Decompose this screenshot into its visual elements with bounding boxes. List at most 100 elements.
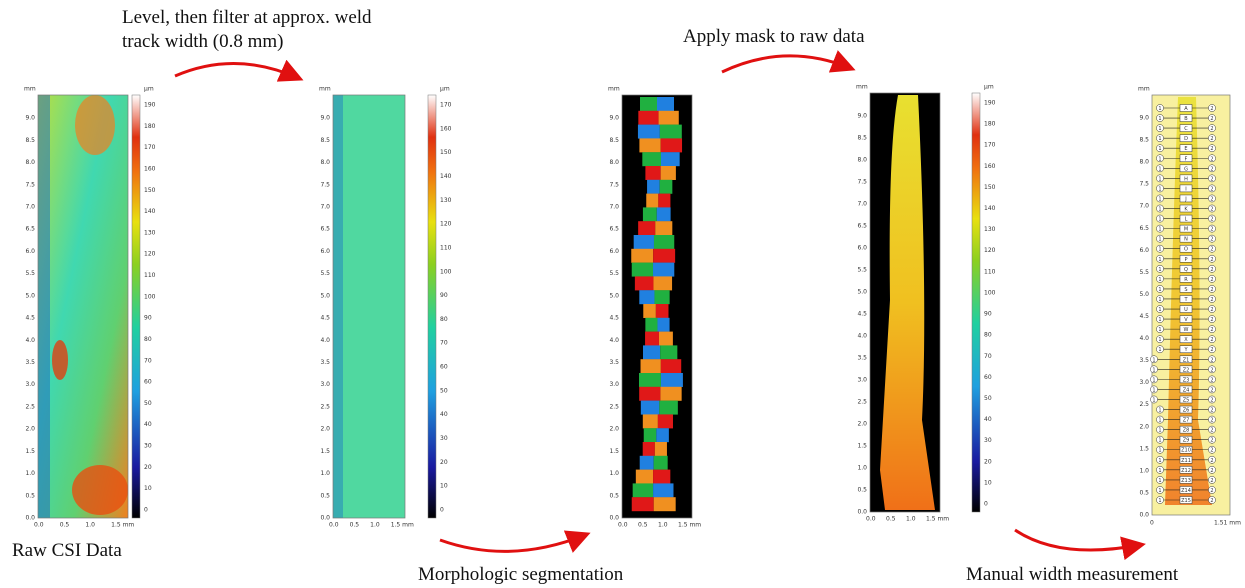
end-label: 2 <box>1210 267 1213 273</box>
colorbar-tick-label: 120 <box>440 221 452 228</box>
y-tick-label: 5.5 <box>1139 269 1149 276</box>
end-marker <box>1156 184 1164 193</box>
segment <box>653 497 676 512</box>
y-tick-label: 6.5 <box>857 223 867 230</box>
end-label: 1 <box>1158 196 1161 202</box>
segment <box>658 331 673 346</box>
label-box <box>1179 295 1193 303</box>
colorbar-tick-label: 70 <box>984 353 992 360</box>
y-tick-label: 6.0 <box>25 248 35 255</box>
label-box <box>1179 194 1193 203</box>
end-marker <box>1208 194 1216 203</box>
end-marker <box>1208 375 1216 384</box>
end-marker <box>1156 315 1164 323</box>
colorbar-tick-label: 180 <box>144 123 156 130</box>
y-tick-label: 5.0 <box>25 292 35 299</box>
end-label: 1 <box>1158 438 1161 444</box>
caption: Manual width measurement <box>966 564 1179 585</box>
label-box <box>1179 456 1193 464</box>
label-box <box>1179 315 1193 323</box>
label-box <box>1179 435 1193 444</box>
end-marker <box>1208 285 1216 293</box>
end-marker <box>1208 305 1216 313</box>
segment <box>655 221 673 236</box>
measurement-label: Q <box>1184 267 1188 273</box>
colorbar-tick-label: 130 <box>440 197 452 204</box>
end-label: 2 <box>1210 418 1213 424</box>
measurement-label: D <box>1184 136 1188 142</box>
y-tick-label: 2.5 <box>320 403 330 410</box>
end-marker <box>1156 224 1164 233</box>
x-tick-label: 0.5 <box>886 516 896 523</box>
end-label: 1 <box>1158 337 1161 343</box>
y-tick-label: 2.5 <box>1139 401 1149 408</box>
segment <box>658 110 679 125</box>
end-label: 2 <box>1210 357 1213 363</box>
label-box <box>1179 355 1193 364</box>
end-marker <box>1156 445 1164 454</box>
end-marker <box>1208 224 1216 233</box>
end-marker <box>1208 415 1216 424</box>
weld-track <box>880 95 935 510</box>
y-tick-label: 7.0 <box>320 203 330 210</box>
measurement-label: L <box>1185 217 1188 223</box>
colorbar <box>427 94 437 519</box>
end-label: 2 <box>1210 166 1213 172</box>
y-tick-label: 1.5 <box>1139 445 1149 452</box>
colorbar-tick-label: 130 <box>144 229 156 236</box>
y-tick-label: 3.5 <box>609 359 619 366</box>
end-marker <box>1208 325 1216 333</box>
end-marker <box>1156 194 1164 203</box>
segment <box>656 207 671 222</box>
y-tick-label: 2.0 <box>1139 423 1149 430</box>
segment <box>659 124 682 139</box>
colorbar-tick-label: 150 <box>440 149 452 156</box>
end-marker <box>1156 465 1164 474</box>
end-marker <box>1156 345 1164 354</box>
colorbar-tick-label: 140 <box>144 208 156 215</box>
end-label: 2 <box>1210 186 1213 192</box>
y-tick-label: 4.5 <box>25 315 35 322</box>
end-label: 1 <box>1158 347 1161 353</box>
y-tick-label: 8.0 <box>320 159 330 166</box>
y-tick-label: 8.0 <box>609 159 619 166</box>
segment <box>659 179 673 194</box>
end-label: 2 <box>1210 207 1213 213</box>
end-label: 2 <box>1210 196 1213 202</box>
measurement-label: V <box>1184 317 1188 323</box>
colorbar-tick-label: 70 <box>144 357 152 364</box>
colorbar-tick-label: 110 <box>984 268 996 275</box>
x-tick-label: 1.5 mm <box>678 522 701 529</box>
y-tick-label: 6.0 <box>1139 247 1149 254</box>
end-label: 2 <box>1210 106 1213 112</box>
segment <box>653 248 676 263</box>
axis-unit: mm <box>608 86 620 93</box>
y-tick-label: 0.0 <box>1139 512 1149 519</box>
end-marker <box>1208 184 1216 193</box>
end-label: 2 <box>1210 387 1213 393</box>
segment <box>631 248 654 263</box>
colorbar-tick-label: 80 <box>440 316 448 323</box>
colorbar-tick-label: 190 <box>984 100 996 107</box>
colorbar-tick-label: 170 <box>440 102 452 109</box>
segment <box>660 166 676 180</box>
height-map <box>333 95 405 518</box>
end-label: 1 <box>1158 428 1161 434</box>
end-label: 1 <box>1158 166 1161 172</box>
end-label: 1 <box>1152 387 1155 393</box>
end-marker <box>1156 124 1164 132</box>
label-box <box>1179 275 1193 283</box>
end-label: 2 <box>1210 428 1213 434</box>
end-marker <box>1208 164 1216 173</box>
y-tick-label: 1.5 <box>320 448 330 455</box>
end-marker <box>1208 254 1216 263</box>
y-tick-label: 1.0 <box>857 465 867 472</box>
segment <box>642 442 655 456</box>
end-label: 2 <box>1210 498 1213 504</box>
measurement-label: I <box>1185 186 1186 192</box>
y-tick-label: 3.5 <box>1139 357 1149 364</box>
measurement-label: G <box>1184 166 1188 172</box>
colorbar-tick-label: 40 <box>144 421 152 428</box>
y-tick-label: 0.0 <box>857 509 867 516</box>
